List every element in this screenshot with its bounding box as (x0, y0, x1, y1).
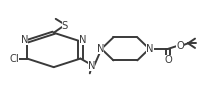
Text: Cl: Cl (9, 54, 19, 64)
Text: N: N (88, 61, 95, 71)
Text: N: N (146, 44, 154, 54)
Text: N: N (97, 44, 104, 54)
Text: N: N (21, 35, 28, 46)
Text: N: N (79, 35, 87, 46)
Text: O: O (176, 41, 184, 51)
Text: O: O (164, 55, 172, 65)
Text: S: S (61, 21, 68, 31)
